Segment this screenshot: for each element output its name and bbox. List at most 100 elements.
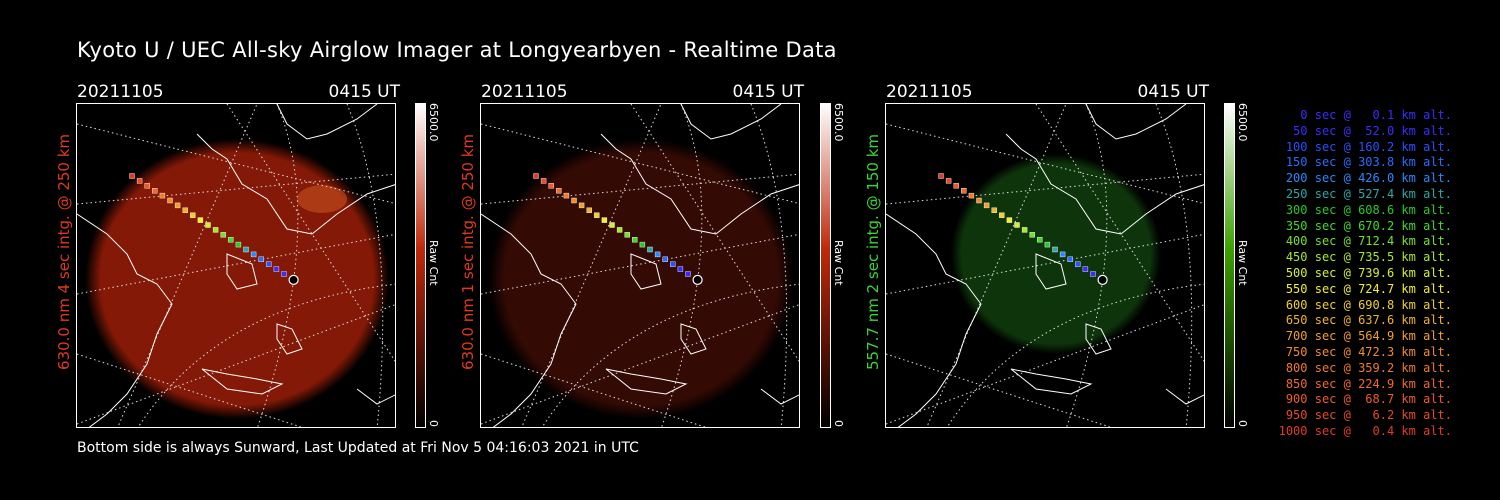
trajectory-marker <box>1029 232 1035 238</box>
panel-1-date: 20211105 <box>77 82 164 102</box>
panel-2-time: 0415 UT <box>732 82 805 102</box>
legend-item: 500 sec @ 739.6 km alt. <box>1285 265 1452 280</box>
trajectory-marker <box>174 202 181 209</box>
trajectory-marker <box>1006 217 1013 223</box>
trajectory-marker <box>601 217 608 223</box>
trajectory-marker <box>624 232 630 238</box>
trajectory-marker <box>685 271 691 277</box>
panel-3-colorbar-max: 6500.0 <box>1236 103 1249 142</box>
legend-item: 800 sec @ 359.2 km alt. <box>1285 360 1452 375</box>
panel-1-colorbar-max: 6500.0 <box>427 103 440 142</box>
trajectory-marker <box>571 197 577 204</box>
panel-2-date: 20211105 <box>481 82 568 102</box>
panel-1-colorbar <box>415 103 426 428</box>
trajectory-marker <box>1067 256 1073 263</box>
panel-1-colorbar-min: 0 <box>427 420 440 427</box>
trajectory-marker <box>594 212 600 218</box>
trajectory-marker <box>540 178 547 184</box>
trajectory-marker <box>250 251 257 258</box>
trajectory-marker <box>281 271 287 277</box>
trajectory-marker <box>258 256 264 263</box>
station-marker <box>1097 274 1108 285</box>
legend-item: 850 sec @ 224.9 km alt. <box>1285 376 1452 391</box>
panel-3-colorbar-unit: Raw Cnt <box>1236 240 1249 286</box>
trajectory-marker <box>1075 261 1081 267</box>
legend-item: 400 sec @ 712.4 km alt. <box>1285 234 1452 249</box>
trajectory-marker <box>654 251 661 258</box>
panel-2-colorbar-max: 6500.0 <box>832 103 845 142</box>
panel-1-image <box>76 103 396 428</box>
panel-3-date: 20211105 <box>886 82 973 102</box>
panel-1-time: 0415 UT <box>328 82 401 102</box>
trajectory-marker <box>961 187 967 194</box>
legend-item: 1000 sec @ 0.4 km alt. <box>1278 423 1452 438</box>
legend-item: 100 sec @ 160.2 km alt. <box>1285 139 1452 154</box>
legend-item: 550 sec @ 724.7 km alt. <box>1285 281 1452 296</box>
trajectory-marker <box>1044 241 1051 248</box>
allsky-map <box>77 104 395 427</box>
trajectory-marker <box>235 241 242 248</box>
trajectory-marker <box>677 266 684 272</box>
trajectory-marker <box>212 227 219 233</box>
trajectory-marker <box>670 261 676 267</box>
trajectory-marker <box>228 236 234 243</box>
airglow-image <box>85 139 389 419</box>
airglow-image <box>489 139 793 419</box>
airglow-image <box>951 154 1161 354</box>
trajectory-marker <box>953 183 959 189</box>
trajectory-marker <box>182 207 188 214</box>
legend-item: 450 sec @ 735.5 km alt. <box>1285 250 1452 265</box>
legend-item: 650 sec @ 637.6 km alt. <box>1285 313 1452 328</box>
station-marker <box>288 274 299 285</box>
trajectory-marker <box>1014 222 1020 228</box>
trajectory-marker <box>1021 227 1028 233</box>
legend-item: 300 sec @ 608.6 km alt. <box>1285 202 1452 217</box>
trajectory-marker <box>190 212 196 218</box>
panel-3-colorbar <box>1224 103 1235 428</box>
trajectory-marker <box>159 192 166 199</box>
legend-item: 200 sec @ 426.0 km alt. <box>1285 171 1452 186</box>
panel-1-colorbar-unit: Raw Cnt <box>427 240 440 286</box>
trajectory-marker <box>662 256 668 263</box>
panel-2-colorbar-unit: Raw Cnt <box>832 240 845 286</box>
trajectory-marker <box>205 222 211 228</box>
panel-3-ylabel: 557.7 nm 2 sec intg. @ 150 km <box>864 133 882 370</box>
trajectory-marker <box>136 178 143 184</box>
trajectory-marker <box>197 217 204 223</box>
legend-item: 700 sec @ 564.9 km alt. <box>1285 329 1452 344</box>
page-title: Kyoto U / UEC All-sky Airglow Imager at … <box>77 38 837 62</box>
coastline <box>481 104 799 427</box>
legend-item: 950 sec @ 6.2 km alt. <box>1285 408 1452 423</box>
trajectory-marker <box>632 236 638 243</box>
coastline <box>77 104 395 427</box>
trajectory-marker <box>220 232 226 238</box>
trajectory-marker <box>609 222 615 228</box>
trajectory-marker <box>1059 251 1066 258</box>
trajectory-marker <box>167 197 173 204</box>
panel-2-ylabel: 630.0 nm 1 sec intg. @ 250 km <box>459 133 477 370</box>
trajectory-marker <box>273 266 280 272</box>
legend-item: 250 sec @ 527.4 km alt. <box>1285 186 1452 201</box>
panel-1-ylabel: 630.0 nm 4 sec intg. @ 250 km <box>55 133 73 370</box>
legend-item: 600 sec @ 690.8 km alt. <box>1285 297 1452 312</box>
trajectory-marker <box>1037 236 1043 243</box>
trajectory-marker <box>533 173 539 179</box>
trajectory-marker <box>1052 246 1058 253</box>
footer-status: Bottom side is always Sunward, Last Upda… <box>77 440 639 456</box>
trajectory-marker <box>266 261 272 267</box>
trajectory-marker <box>152 187 158 194</box>
trajectory-marker <box>991 207 997 214</box>
panel-2-colorbar-min: 0 <box>832 420 845 427</box>
station-marker <box>692 274 703 285</box>
trajectory-marker <box>563 192 570 199</box>
trajectory-marker <box>647 246 653 253</box>
panel-3-colorbar-min: 0 <box>1236 420 1249 427</box>
trajectory-marker <box>983 202 990 209</box>
legend-item: 50 sec @ 52.0 km alt. <box>1285 123 1452 138</box>
legend-item: 350 sec @ 670.2 km alt. <box>1285 218 1452 233</box>
trajectory-marker <box>968 192 975 199</box>
panel-3-image <box>885 103 1205 428</box>
trajectory-marker <box>243 246 249 253</box>
trajectory-marker <box>1090 271 1096 277</box>
allsky-map <box>886 104 1204 427</box>
